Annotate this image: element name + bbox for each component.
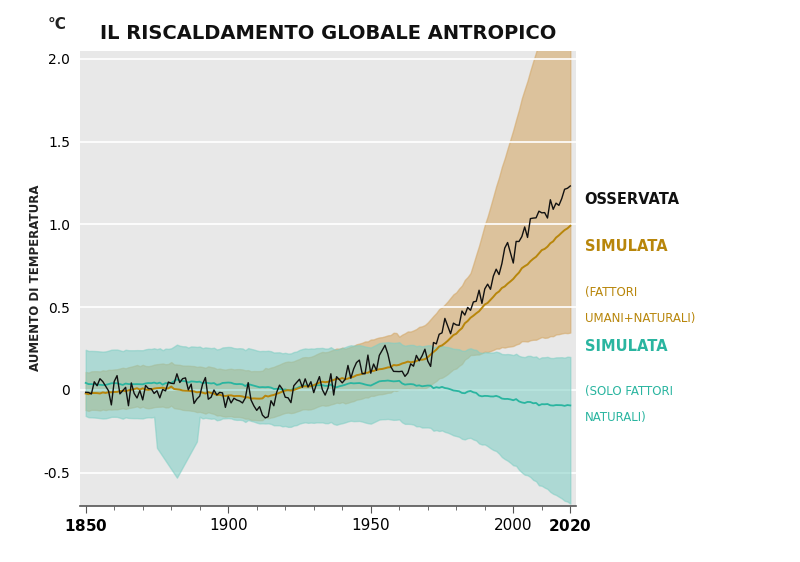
Text: (FATTORI: (FATTORI [585, 285, 637, 298]
Text: OSSERVATA: OSSERVATA [585, 192, 680, 207]
Text: NATURALI): NATURALI) [585, 411, 646, 424]
Title: IL RISCALDAMENTO GLOBALE ANTROPICO: IL RISCALDAMENTO GLOBALE ANTROPICO [100, 25, 556, 43]
Y-axis label: AUMENTO DI TEMPERATURA: AUMENTO DI TEMPERATURA [29, 185, 42, 371]
Text: SIMULATA: SIMULATA [585, 239, 667, 254]
Text: SIMULATA: SIMULATA [585, 338, 667, 353]
Text: (SOLO FATTORI: (SOLO FATTORI [585, 385, 673, 398]
Text: °C: °C [48, 17, 66, 33]
Text: UMANI+NATURALI): UMANI+NATURALI) [585, 312, 695, 325]
